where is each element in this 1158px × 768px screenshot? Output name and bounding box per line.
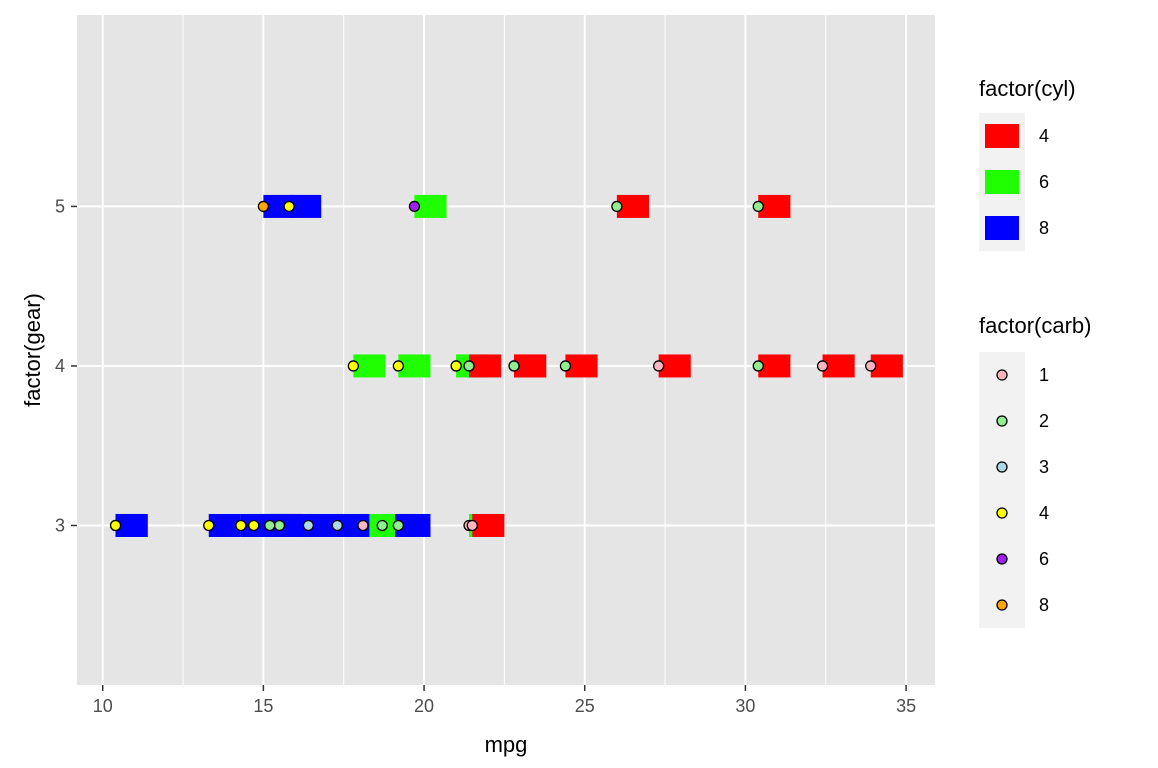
carb-point xyxy=(109,519,122,532)
carb-point xyxy=(450,360,462,372)
carb-legend: factor(carb) 1 2 3 4 6 8 xyxy=(979,313,1091,628)
x-tick-label: 25 xyxy=(575,696,595,716)
carb-legend-label: 3 xyxy=(1039,457,1049,477)
cyl-tile xyxy=(514,354,547,378)
cyl-tile xyxy=(398,513,431,537)
y-axis: 3 4 5 xyxy=(55,196,77,535)
x-tick-label: 35 xyxy=(896,696,916,716)
carb-point xyxy=(392,360,404,372)
x-axis-title: mpg xyxy=(485,732,528,757)
carb-legend-key xyxy=(996,599,1008,611)
x-tick-label: 20 xyxy=(414,696,434,716)
carb-legend-key xyxy=(996,369,1008,381)
cyl-tile xyxy=(658,354,691,378)
cyl-tile xyxy=(616,194,649,218)
x-axis: 10 15 20 25 30 35 xyxy=(93,685,916,716)
carb-point xyxy=(752,360,764,372)
y-tick-label: 5 xyxy=(55,196,65,216)
cyl-tile xyxy=(208,513,241,537)
carb-point xyxy=(273,519,286,532)
carb-point xyxy=(283,200,295,213)
carb-point xyxy=(508,360,520,372)
x-tick-label: 30 xyxy=(735,696,755,716)
carb-legend-key-bg xyxy=(979,352,1025,628)
carb-legend-label: 2 xyxy=(1039,411,1049,431)
cyl-legend-label: 6 xyxy=(1039,172,1049,192)
carb-point xyxy=(865,360,877,372)
carb-legend-title: factor(carb) xyxy=(979,313,1091,338)
carb-legend-label: 1 xyxy=(1039,365,1049,385)
cyl-tile xyxy=(115,513,148,537)
carb-point xyxy=(652,360,665,372)
carb-point xyxy=(347,360,360,372)
x-tick-label: 10 xyxy=(93,696,113,716)
carb-point xyxy=(248,519,260,532)
carb-point xyxy=(376,519,388,532)
plot-panel xyxy=(77,15,935,685)
carb-point xyxy=(463,360,475,372)
cyl-legend-key xyxy=(985,124,1019,148)
carb-point xyxy=(611,200,623,213)
cyl-tile xyxy=(269,513,302,537)
y-tick-label: 3 xyxy=(55,515,65,535)
cyl-tile xyxy=(822,354,855,378)
cyl-tile xyxy=(565,354,598,378)
carb-point xyxy=(203,519,215,532)
carb-point xyxy=(302,519,315,532)
cyl-legend-key xyxy=(985,170,1019,194)
cyl-tile xyxy=(289,194,322,218)
carb-legend-label: 8 xyxy=(1039,595,1049,615)
cyl-tiles xyxy=(115,194,903,537)
carb-point xyxy=(816,360,829,372)
cyl-tile xyxy=(414,194,447,218)
cyl-legend-label: 4 xyxy=(1039,126,1049,146)
carb-point xyxy=(331,519,343,532)
carb-point xyxy=(357,519,369,532)
cyl-tile xyxy=(308,513,341,537)
cyl-tile xyxy=(398,354,431,378)
carb-legend-label: 6 xyxy=(1039,549,1049,569)
carb-point xyxy=(235,519,247,532)
carb-legend-label: 4 xyxy=(1039,503,1049,523)
carb-point xyxy=(752,200,764,213)
carb-point xyxy=(408,200,421,213)
carb-point xyxy=(257,200,270,213)
carb-point xyxy=(559,360,572,372)
carb-legend-key xyxy=(996,415,1008,427)
y-axis-title: factor(gear) xyxy=(20,293,45,407)
cyl-legend: factor(cyl) 4 6 8 xyxy=(979,76,1076,251)
carb-legend-key xyxy=(996,461,1008,473)
carb-legend-key xyxy=(996,553,1008,565)
cyl-legend-label: 8 xyxy=(1039,218,1049,238)
carb-point xyxy=(264,519,276,532)
cyl-tile xyxy=(469,354,502,378)
cyl-tile xyxy=(353,354,386,378)
y-tick-label: 4 xyxy=(55,356,65,376)
carb-point xyxy=(392,519,404,532)
carb-points xyxy=(109,200,877,532)
minor-gridlines xyxy=(182,15,827,685)
carb-legend-key xyxy=(996,507,1008,519)
cyl-tile xyxy=(758,194,791,218)
cyl-tile xyxy=(337,513,370,537)
cyl-tile xyxy=(870,354,903,378)
carb-point xyxy=(466,519,478,532)
x-tick-label: 15 xyxy=(253,696,273,716)
cyl-legend-title: factor(cyl) xyxy=(979,76,1076,101)
cyl-tile xyxy=(758,354,791,378)
cyl-tile xyxy=(263,194,296,218)
cyl-legend-key xyxy=(985,216,1019,240)
cyl-tile xyxy=(472,513,505,537)
